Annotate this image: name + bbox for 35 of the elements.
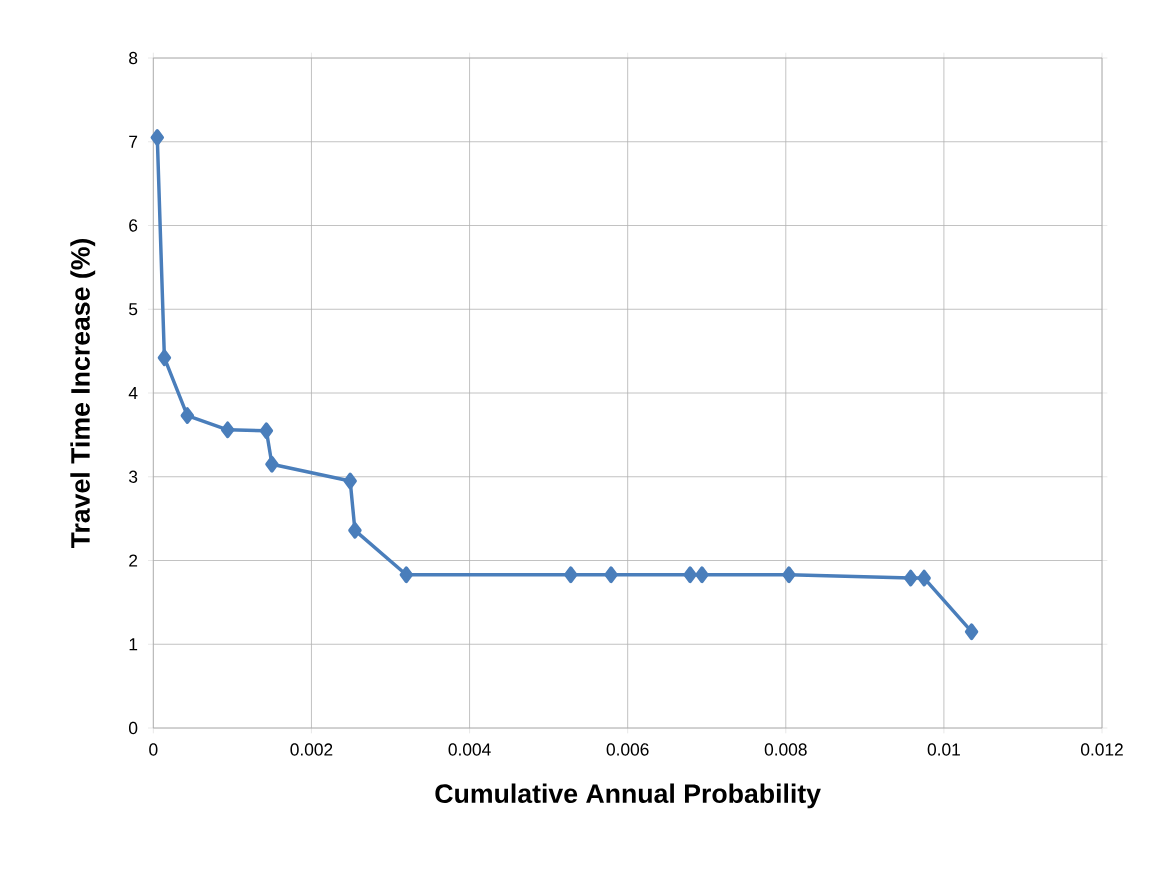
point	[220, 421, 235, 439]
point	[917, 569, 931, 587]
x-axis-title: Cumulative Annual Probability	[435, 783, 821, 809]
y-tick-label: 7	[129, 135, 138, 148]
point	[604, 566, 618, 584]
x-tick-label: 0.004	[448, 743, 491, 756]
point	[343, 472, 357, 490]
x-tick-label: 0	[149, 743, 158, 756]
point	[348, 521, 362, 539]
point	[399, 566, 414, 584]
point	[157, 349, 172, 367]
point	[683, 566, 697, 584]
y-axis-title: Travel Time Increase (%)	[70, 238, 96, 549]
point	[964, 623, 979, 641]
point	[564, 566, 578, 584]
point	[695, 566, 709, 584]
x-tick-label: 0.012	[1080, 743, 1123, 756]
point	[180, 407, 195, 425]
point	[903, 569, 918, 587]
y-tick-label: 0	[128, 721, 138, 735]
y-tick-label: 2	[129, 554, 138, 567]
point	[782, 566, 796, 584]
point	[265, 455, 279, 473]
point	[259, 422, 274, 440]
y-tick-label: 4	[128, 387, 138, 399]
x-tick-label: 0.002	[290, 743, 333, 756]
y-tick-label: 8	[129, 51, 138, 65]
y-tick-label: 3	[128, 470, 138, 483]
y-tick-label: 1	[129, 638, 138, 651]
y-tick-label: 6	[129, 219, 138, 232]
x-tick-label: 0.01	[927, 743, 960, 756]
x-tick-label: 0.008	[764, 743, 807, 756]
y-tick-label: 5	[129, 303, 138, 316]
point	[150, 129, 165, 146]
x-tick-label: 0.006	[606, 743, 649, 756]
